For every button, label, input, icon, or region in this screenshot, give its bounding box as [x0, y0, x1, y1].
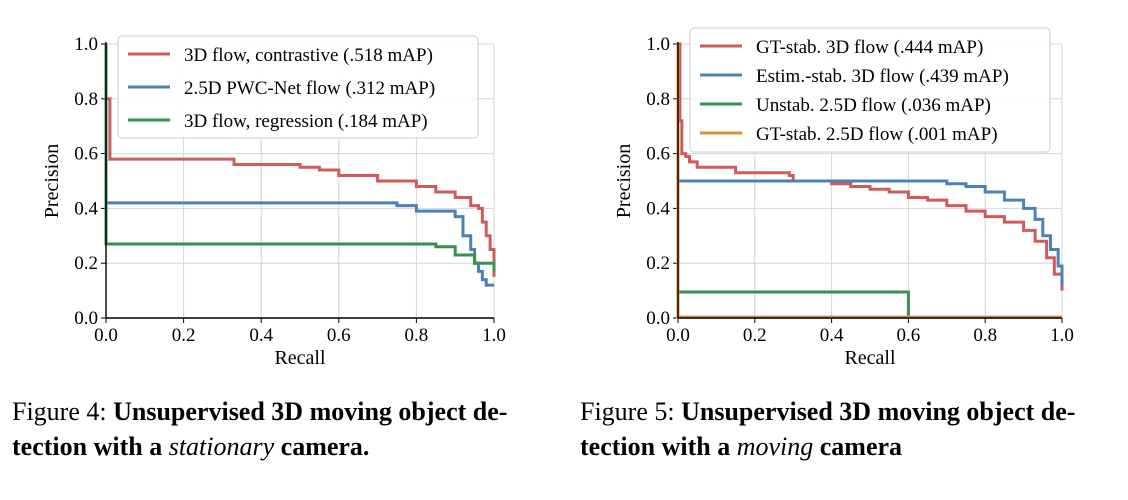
fig5-series-line-1	[678, 42, 1064, 291]
fig5-x-tick-label: 1.0	[1050, 325, 1074, 346]
fig5-y-tick-label: 0.0	[646, 308, 670, 329]
fig4-y-axis-label: Precision	[41, 144, 63, 218]
figure-4-caption-bold-2: tection with a	[12, 432, 163, 461]
fig5-legend-label-4: GT-stab. 2.5D flow (.001 mAP)	[756, 124, 998, 145]
figure-5-caption-bold-1: Unsupervised 3D moving object de-	[681, 397, 1076, 426]
figure-4-chart: 0.0 0.2 0.4 0.6 0.8 1.0 0.0 0.2 0.4 0.6 0.8 1.0 Reca…	[41, 34, 506, 369]
fig5-y-tick-label: 1.0	[646, 34, 670, 55]
figure-5-caption-italic: moving	[736, 432, 814, 461]
fig5-x-tick-label: 0.2	[743, 325, 767, 346]
fig4-y-tick-label: 0.4	[74, 198, 98, 219]
figure-5-label: Figure 5:	[580, 397, 675, 426]
figure-5-caption-bold-3: camera	[819, 432, 903, 461]
figure-5-caption-bold-2: tection with a	[580, 432, 731, 461]
fig5-y-tick-label: 0.8	[646, 89, 670, 110]
fig5-x-tick-label: 0.6	[897, 325, 921, 346]
fig4-y-tick-label: 0.0	[74, 308, 98, 329]
fig5-y-tick-label: 0.4	[646, 198, 670, 219]
fig4-x-tick-label: 0.2	[172, 325, 196, 346]
fig5-legend-label-3: Unstab. 2.5D flow (.036 mAP)	[756, 95, 991, 116]
figure-4-caption-bold-3: camera.	[280, 432, 370, 461]
fig5-series-line-3	[678, 290, 910, 318]
fig4-y-tick-label: 1.0	[74, 34, 98, 55]
figure-4-caption-italic: stationary	[168, 432, 275, 461]
fig4-x-axis-label: Recall	[274, 347, 326, 369]
fig4-legend-label-3: 3D flow, regression (.184 mAP)	[184, 111, 428, 132]
fig4-x-tick-label: 1.0	[482, 325, 506, 346]
fig4-y-tick-label: 0.2	[74, 253, 98, 274]
figure-4-label: Figure 4:	[12, 397, 107, 426]
fig4-x-tick-label: 0.6	[327, 325, 351, 346]
fig4-x-tick-label: 0.8	[405, 325, 429, 346]
figure-4-caption-bold-1: Unsupervised 3D moving object de-	[113, 397, 508, 426]
figure-5-panel: 0.0 0.2 0.4 0.6 0.8 1.0 0.0 0.2 0.4 0.6 0.8 1.0 Reca…	[564, 0, 1128, 500]
fig4-x-tick-label: 0.4	[249, 325, 273, 346]
figure-4-panel: 0.0 0.2 0.4 0.6 0.8 1.0 0.0 0.2 0.4 0.6 0.8 1.0 Reca…	[12, 34, 552, 464]
fig5-legend-label-2: Estim.-stab. 3D flow (.439 mAP)	[756, 66, 1009, 87]
fig4-series-line-3	[104, 44, 496, 272]
fig5-series-line-2	[676, 71, 1064, 286]
fig5-x-tick-label: 0.8	[973, 325, 997, 346]
fig4-series-line-2	[106, 201, 494, 287]
fig4-legend-label-1: 3D flow, contrastive (.518 mAP)	[184, 45, 433, 66]
fig4-y-tick-label: 0.6	[74, 144, 98, 165]
fig4-legend-label-2: 2.5D PWC-Net flow (.312 mAP)	[184, 78, 435, 99]
figure-5-chart: 0.0 0.2 0.4 0.6 0.8 1.0 0.0 0.2 0.4 0.6 0.8 1.0 Reca…	[613, 27, 1074, 369]
figure-5-caption: Figure 5: Unsupervised 3D moving object …	[580, 394, 1120, 464]
fig5-x-tick-label: 0.0	[666, 325, 690, 346]
figure-4-caption: Figure 4: Unsupervised 3D moving object …	[12, 394, 552, 464]
fig5-legend	[689, 27, 1051, 153]
fig5-x-tick-label: 0.4	[820, 325, 844, 346]
fig5-legend-label-1: GT-stab. 3D flow (.444 mAP)	[756, 37, 983, 58]
fig4-x-tick-label: 0.0	[94, 325, 118, 346]
fig5-y-axis-label: Precision	[613, 144, 635, 218]
fig5-x-axis-label: Recall	[844, 347, 896, 369]
fig5-y-tick-label: 0.2	[646, 253, 670, 274]
fig5-y-tick-label: 0.6	[646, 144, 670, 165]
fig4-legend	[117, 35, 479, 139]
fig4-y-tick-label: 0.8	[74, 89, 98, 110]
fig4-series-line-1	[106, 97, 496, 277]
